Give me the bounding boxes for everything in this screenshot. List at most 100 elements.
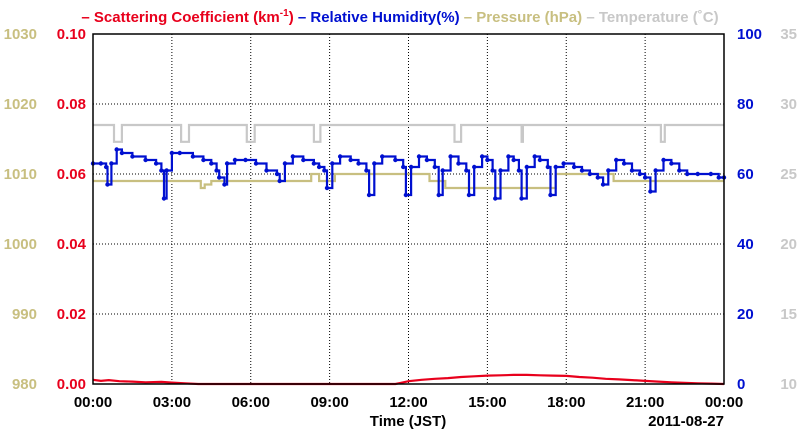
data-point [537,157,543,163]
data-point [222,182,227,187]
pressure-tick-label: 1010 [4,166,37,183]
series-line-temperature-c [93,123,724,143]
data-point [217,175,222,180]
temperature-tick-label: 20 [780,236,797,253]
data-point [253,161,259,166]
data-point [669,161,674,166]
data-point [661,157,666,163]
data-point [424,157,430,163]
x-tick-label: 12:00 [389,394,427,411]
data-point [330,161,335,166]
data-point [372,161,377,166]
pressure-tick-label: 1020 [4,96,37,113]
x-tick-label: 00:00 [705,394,743,411]
data-point [393,157,398,163]
legend-superscript: -1 [280,8,289,19]
data-point [490,168,495,173]
x-tick-label: 06:00 [232,394,270,411]
temperature-tick-label: 30 [780,96,797,113]
humidity-tick-label: 100 [737,26,762,43]
data-point [177,150,182,156]
temperature-tick-label: 10 [780,376,797,393]
data-point [545,164,551,170]
data-point [516,168,522,173]
plot-frame [92,33,725,385]
data-point [621,161,627,166]
legend-label: Temperature (˚C) [599,9,719,26]
data-point [642,175,648,180]
data-point [337,154,343,159]
legend-label: Pressure (hPa) [476,9,582,26]
data-point [532,154,537,159]
x-tick-label: 03:00 [153,394,191,411]
humidity-tick-label: 0 [737,376,745,393]
data-point [366,192,372,198]
data-point [440,168,445,173]
scattering-tick-label: 0.10 [57,26,86,43]
date-label: 2011-08-27 [648,413,724,430]
data-point [201,157,206,163]
humidity-tick-label: 60 [737,166,754,183]
data-point [119,150,125,156]
legend-dash: – [582,9,599,26]
data-point [587,171,593,177]
legend-label-suffix: ) [289,9,294,26]
data-point [164,168,169,173]
data-point [498,168,503,173]
x-tick-label: 18:00 [547,394,585,411]
data-point [356,161,361,166]
data-point [161,196,167,201]
data-point [408,164,414,170]
data-point [464,168,469,173]
humidity-tick-label: 20 [737,306,754,323]
data-point [637,171,643,177]
data-point [169,150,175,156]
scattering-tick-label: 0.00 [57,376,86,393]
data-point [380,154,385,159]
axis-labels: 10301020101010009909800.100.080.060.040.… [4,26,797,411]
data-point [606,168,611,173]
data-point [322,168,327,173]
x-tick-label: 15:00 [468,394,506,411]
data-point [153,161,159,166]
data-point [511,157,516,163]
data-point [214,168,219,173]
scattering-tick-label: 0.04 [57,236,87,253]
data-point [479,154,485,159]
data-point [403,192,409,198]
data-point [716,175,721,180]
pressure-tick-label: 990 [12,306,37,323]
data-point [448,154,453,159]
data-point [311,161,317,166]
data-point [130,154,135,159]
scattering-tick-label: 0.08 [57,96,86,113]
data-point [282,161,288,166]
temperature-tick-label: 35 [780,26,797,43]
data-point [561,161,566,166]
legend-label: Scattering Coefficient (km [94,9,280,26]
data-point [595,175,600,180]
data-point [493,196,498,201]
data-point [524,164,530,170]
data-point [629,168,635,173]
data-point [506,154,511,159]
data-point [264,168,269,173]
data-point [548,192,553,198]
data-point [472,164,477,170]
humidity-tick-label: 80 [737,96,754,113]
data-point [316,164,322,170]
data-point [519,196,524,201]
data-point [364,168,369,173]
data-point [416,154,422,159]
scattering-tick-label: 0.02 [57,306,86,323]
data-point [143,157,148,163]
legend-dash: – [294,9,311,26]
x-tick-label: 00:00 [74,394,112,411]
data-point [485,157,490,163]
data-point [290,154,296,159]
x-axis-title: Time (JST) [370,413,446,430]
x-tick-label: 09:00 [310,394,348,411]
data-point [614,157,619,163]
pressure-tick-label: 980 [12,376,37,393]
